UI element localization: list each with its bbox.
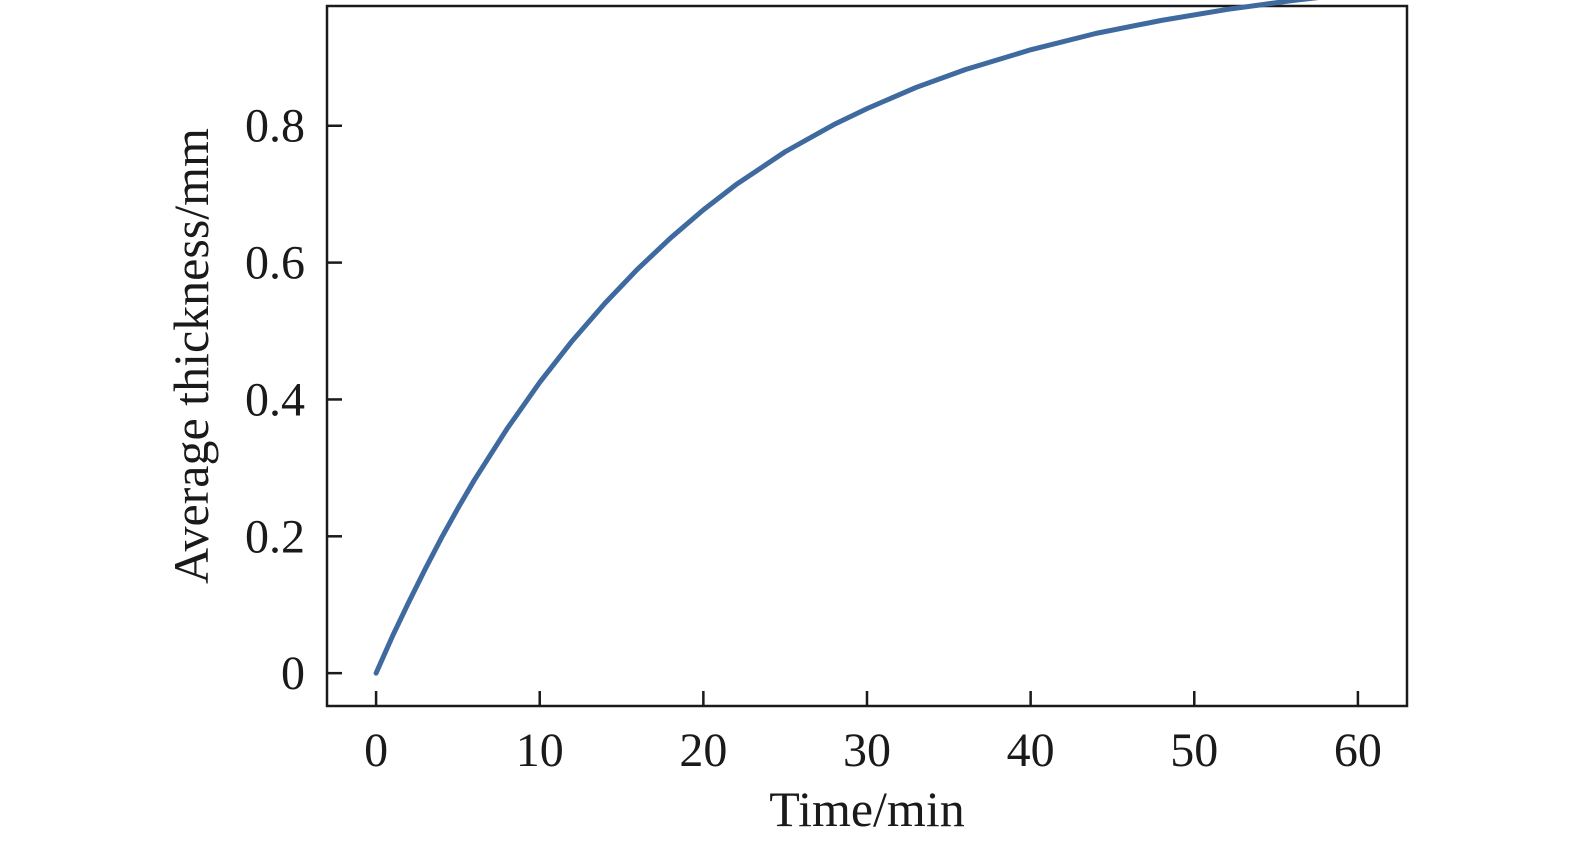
series-layer <box>373 0 1319 676</box>
y-tick-label: 0 <box>281 647 305 700</box>
y-tick-label: 0.4 <box>245 373 305 426</box>
x-tick-label: 10 <box>516 724 564 777</box>
y-axis: 0 0.2 0.4 0.6 0.8 <box>245 100 342 700</box>
x-tick-label: 30 <box>843 724 891 777</box>
y-axis-label: Average thickness/mm <box>163 128 219 584</box>
x-axis-label: Time/min <box>769 781 964 837</box>
x-tick-label: 40 <box>1007 724 1055 777</box>
y-tick-label: 0.2 <box>245 510 305 563</box>
series-line-0 <box>373 0 1319 676</box>
y-tick-label: 0.8 <box>245 100 305 153</box>
x-axis: 0 10 20 30 40 50 60 <box>364 691 1382 777</box>
x-tick-label: 0 <box>364 724 388 777</box>
x-tick-label: 20 <box>679 724 727 777</box>
x-tick-label: 50 <box>1170 724 1218 777</box>
y-tick-label: 0.6 <box>245 237 305 290</box>
x-tick-label: 60 <box>1334 724 1382 777</box>
